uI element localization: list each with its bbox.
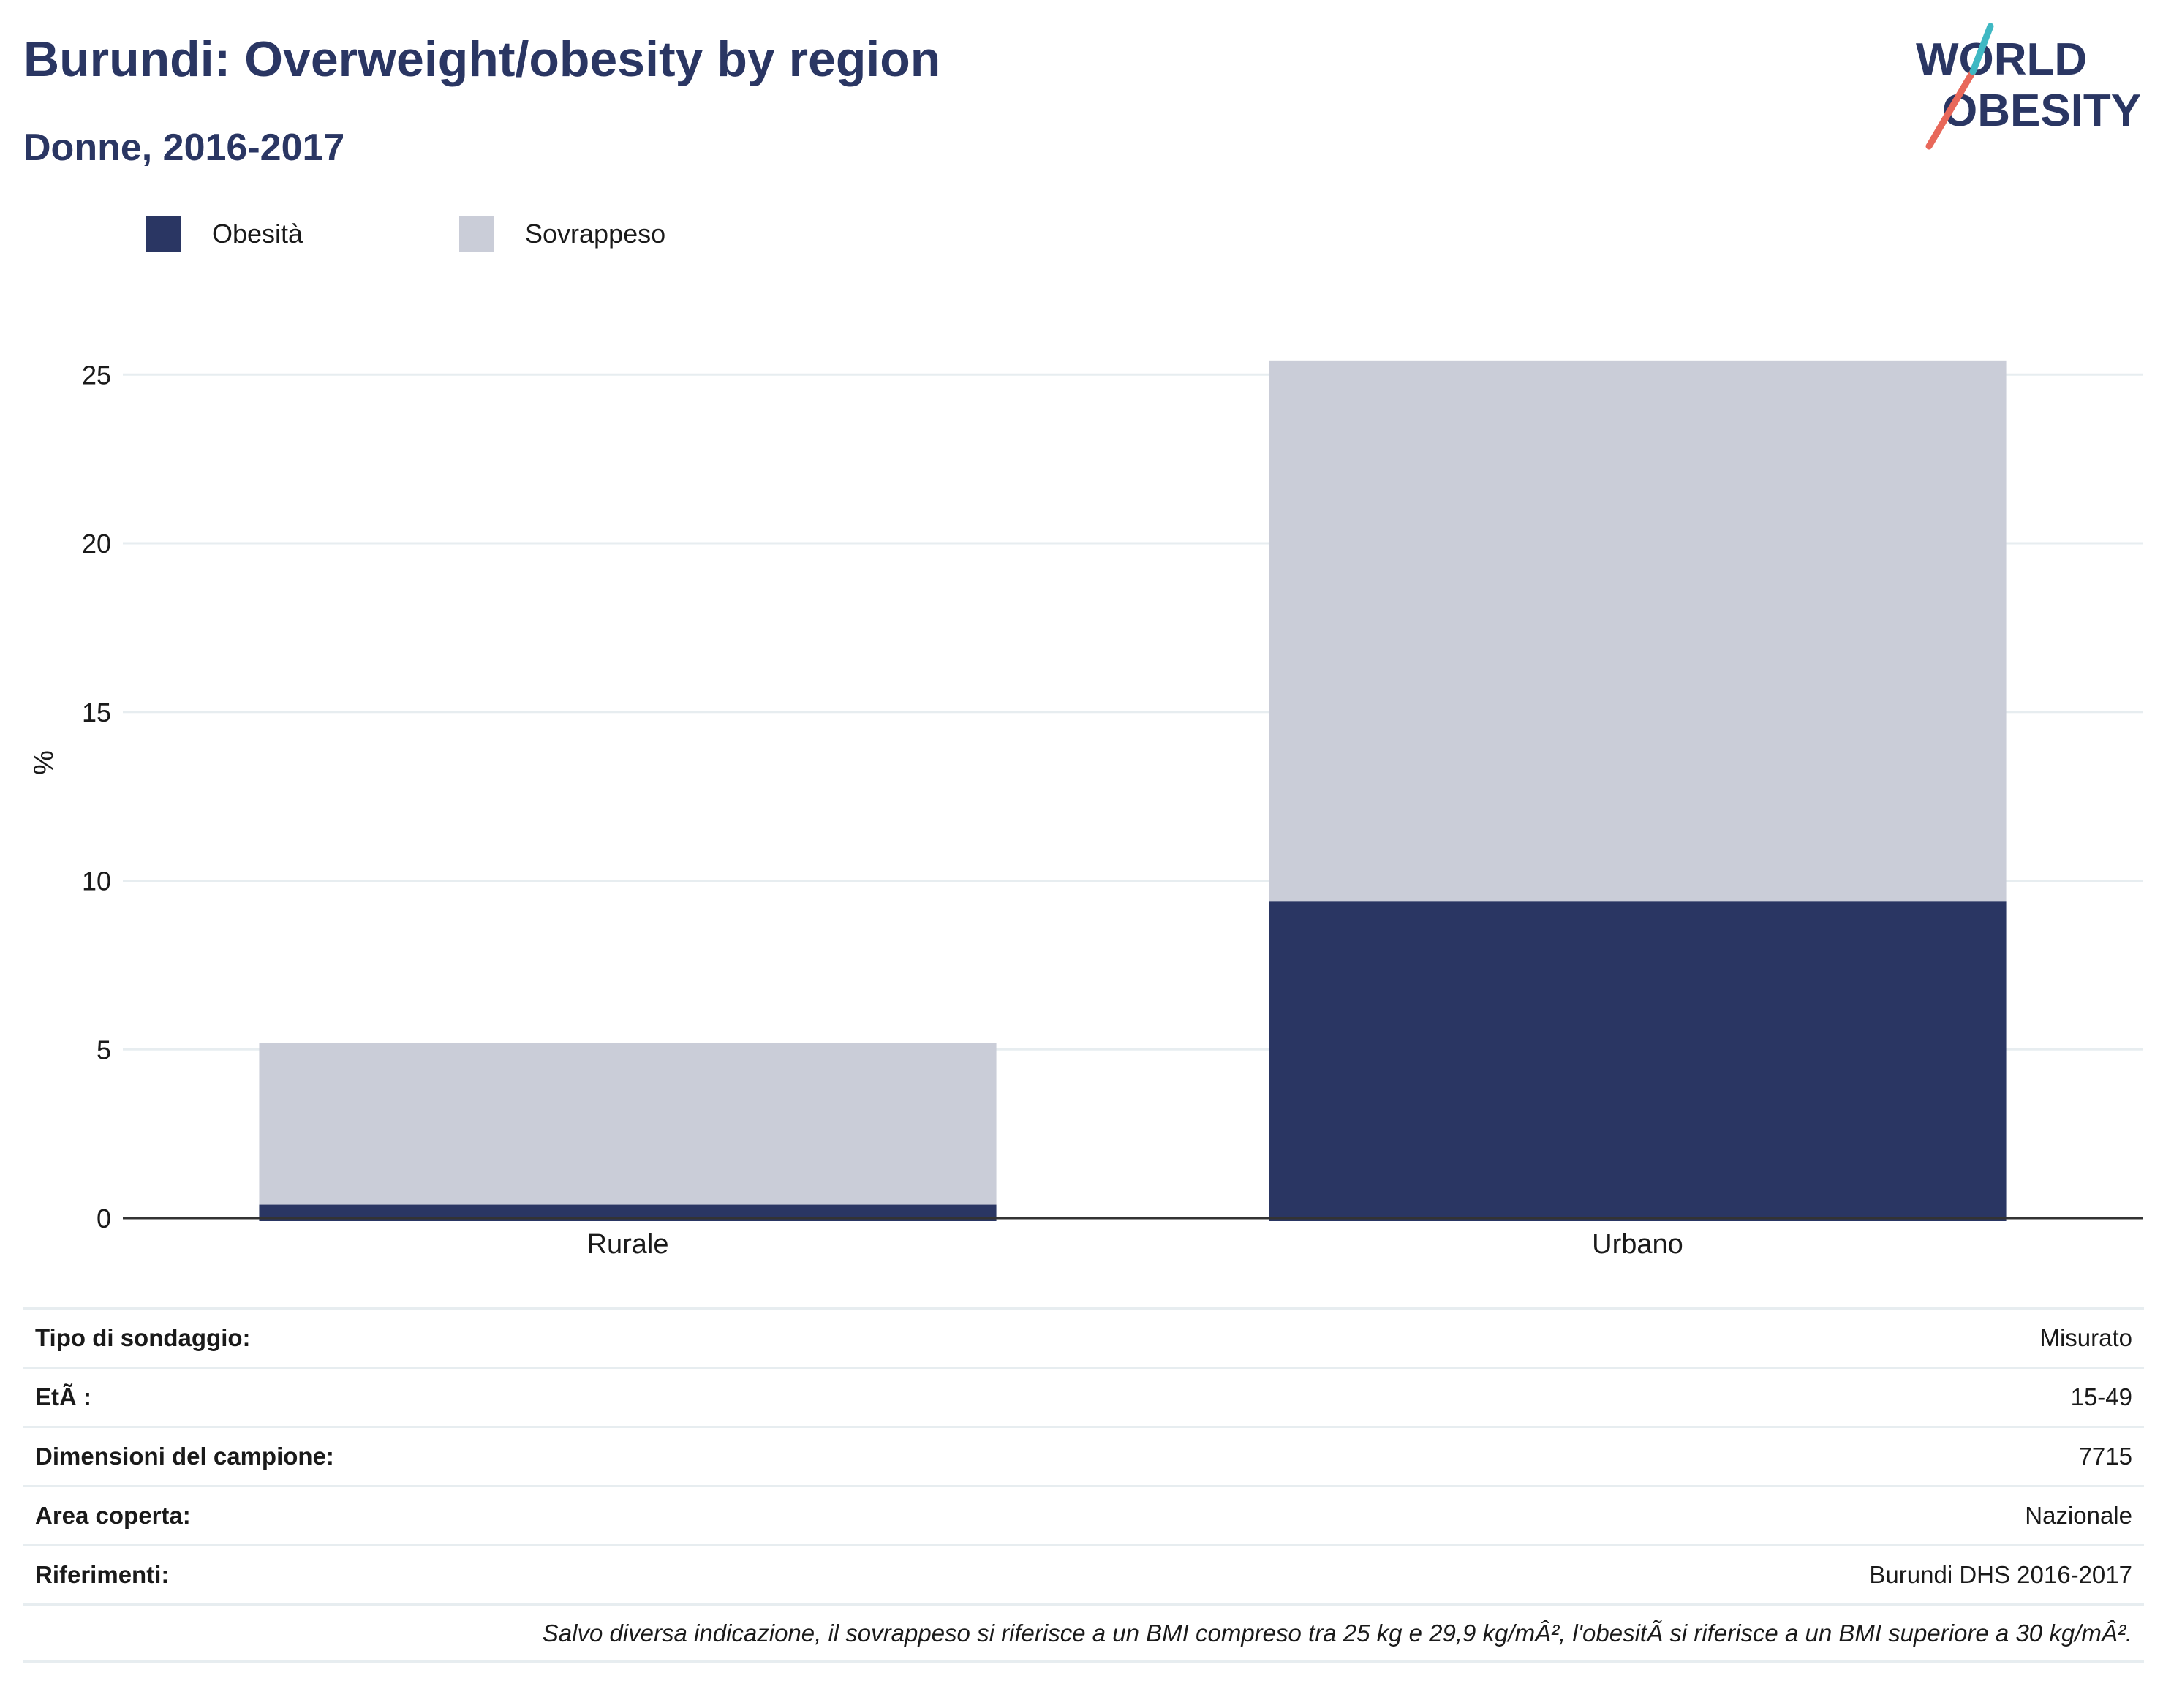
meta-value: 7715 (2078, 1443, 2132, 1470)
meta-key: Riferimenti: (35, 1561, 170, 1588)
meta-row-references: Riferimenti: Burundi DHS 2016-2017 (23, 1544, 2144, 1603)
chart-subtitle: Donne, 2016-2017 (23, 126, 345, 169)
world-obesity-logo: WORLD OBESITY (1916, 23, 2141, 150)
legend-swatch-overweight (459, 216, 494, 252)
bar-segment-obesity (259, 1204, 997, 1221)
logo-line1: WORLD (1916, 34, 2087, 85)
y-axis-label: % (29, 750, 59, 775)
legend-swatch-obesity (146, 216, 181, 252)
meta-row-area: Area coperta: Nazionale (23, 1485, 2144, 1544)
meta-key: Tipo di sondaggio: (35, 1324, 251, 1351)
legend-item-obesity[interactable]: Obesità (146, 216, 303, 252)
legend-label-obesity: Obesità (212, 219, 303, 249)
bar-segment-overweight (1269, 360, 2007, 902)
legend-label-overweight: Sovrappeso (525, 219, 666, 249)
meta-row-age: EtÃ : 15-49 (23, 1367, 2144, 1426)
meta-value: 15-49 (2070, 1383, 2132, 1410)
chart-title: Burundi: Overweight/obesity by region (23, 31, 941, 87)
legend-item-overweight[interactable]: Sovrappeso (459, 216, 665, 252)
meta-row-survey-type: Tipo di sondaggio: Misurato (23, 1307, 2144, 1367)
x-tick-label: Urbano (1592, 1229, 1683, 1260)
meta-key: EtÃ : (35, 1383, 91, 1410)
y-tick-label: 5 (97, 1035, 111, 1065)
meta-key: Area coperta: (35, 1502, 191, 1529)
meta-value: Burundi DHS 2016-2017 (1869, 1561, 2132, 1588)
logo-slash-red (1925, 68, 1977, 150)
meta-key: Dimensioni del campione: (35, 1443, 334, 1470)
meta-value: Misurato (2039, 1324, 2132, 1351)
y-tick-label: 25 (82, 360, 111, 390)
meta-value: Nazionale (2025, 1502, 2132, 1529)
y-tick-label: 15 (82, 698, 111, 728)
x-tick-label: Rurale (587, 1229, 669, 1260)
definition-note: Salvo diversa indicazione, il sovrappeso… (23, 1603, 2144, 1663)
bar-segment-overweight (259, 1043, 997, 1205)
logo-slash-teal (1969, 23, 1994, 75)
y-tick-label: 10 (82, 866, 111, 896)
logo-line2: OBESITY (1942, 86, 2141, 136)
bar-segment-obesity (1269, 901, 2007, 1221)
meta-row-sample-size: Dimensioni del campione: 7715 (23, 1426, 2144, 1485)
bar-chart: 0 5 10 15 20 25% Rurale Urbano (29, 360, 2143, 1260)
survey-info-table: Tipo di sondaggio: Misurato EtÃ : 15-49 … (23, 1307, 2144, 1663)
y-tick-label: 0 (97, 1203, 111, 1233)
y-tick-label: 20 (82, 529, 111, 559)
